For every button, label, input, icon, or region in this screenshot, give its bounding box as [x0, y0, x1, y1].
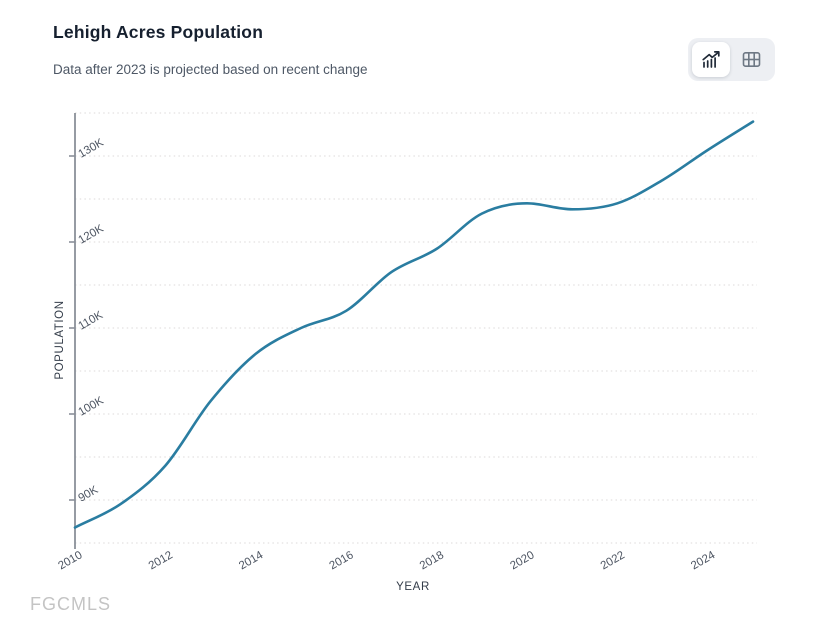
y-axis-title: POPULATION [54, 300, 66, 379]
x-tick-label: 2012 [147, 549, 175, 572]
subtitle: Data after 2023 is projected based on re… [53, 62, 368, 77]
y-tick-label: 110K [77, 309, 106, 333]
x-axis-ticks: 2010 2012 2014 2016 2018 2020 2022 2024 [56, 549, 717, 572]
y-tick-label: 100K [77, 395, 107, 419]
y-tick-label: 90K [77, 484, 101, 505]
x-tick-label: 2022 [599, 549, 627, 572]
view-toggle [688, 38, 775, 81]
population-line-series [73, 120, 755, 529]
y-tick-label: 120K [77, 223, 107, 247]
x-tick-label: 2018 [418, 549, 446, 572]
x-tick-label: 2010 [56, 549, 84, 572]
gridlines [75, 112, 757, 544]
x-axis-title: YEAR [396, 581, 430, 593]
chart-view-button[interactable] [692, 42, 730, 77]
x-tick-label: 2024 [689, 549, 718, 572]
y-tick-label: 130K [77, 137, 107, 161]
line-chart-icon [701, 51, 720, 68]
x-tick-label: 2016 [328, 549, 356, 572]
x-tick-label: 2020 [508, 549, 536, 572]
x-tick-label: 2014 [237, 549, 266, 572]
page-title: Lehigh Acres Population [53, 22, 264, 42]
table-view-button[interactable] [732, 42, 770, 77]
watermark: FGCMLS [30, 594, 112, 614]
table-icon [742, 51, 760, 67]
